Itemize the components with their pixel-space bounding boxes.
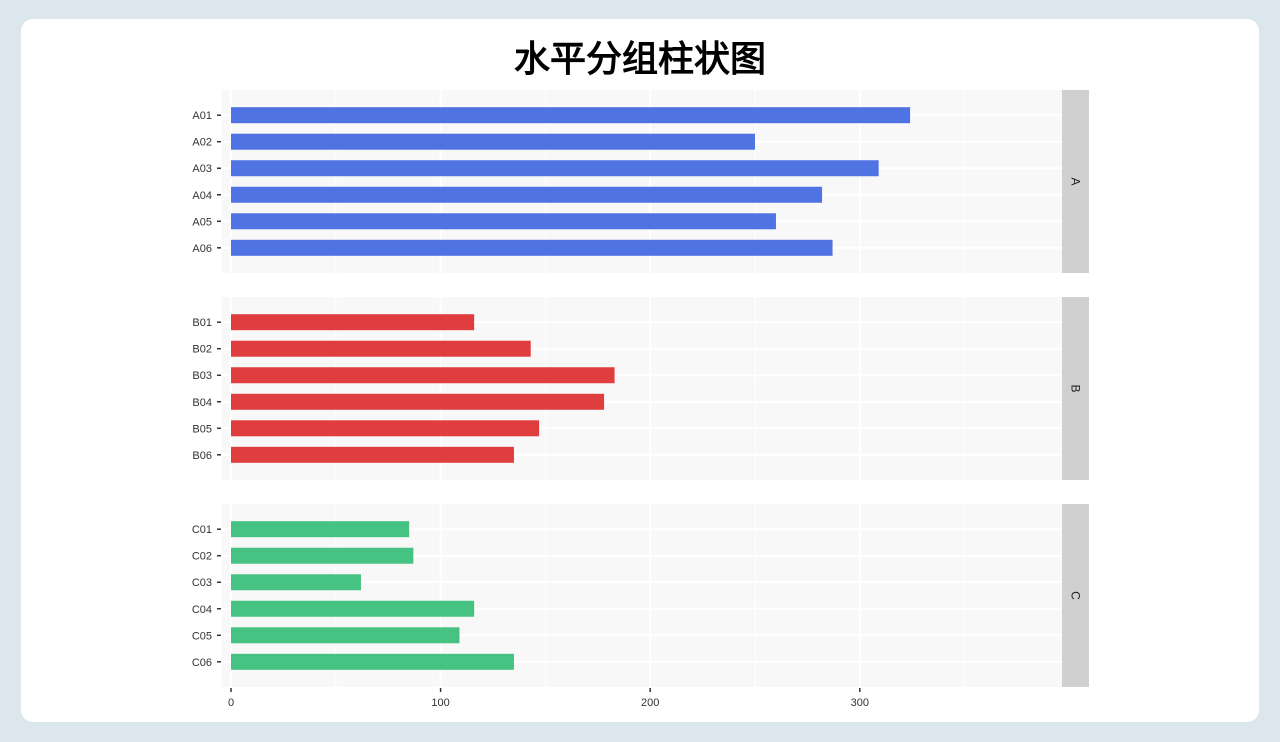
y-tick-label: A01	[192, 110, 212, 122]
y-tick-label: B05	[192, 423, 212, 435]
x-tick-label: 300	[851, 697, 869, 709]
y-tick-label: B06	[192, 450, 212, 462]
bar-a03	[231, 160, 879, 177]
y-tick-label: C05	[192, 630, 212, 642]
bar-b06	[231, 446, 514, 463]
bar-b05	[231, 420, 540, 437]
bar-c03	[231, 574, 361, 591]
y-tick-label: B02	[192, 344, 212, 356]
y-tick-label: B03	[192, 370, 212, 382]
y-tick-label: A02	[192, 137, 212, 149]
facet-strip-c	[1062, 504, 1089, 687]
y-tick-label: C03	[192, 577, 212, 589]
y-tick-label: A05	[192, 216, 212, 228]
facet-strip-label-c: C	[1069, 591, 1083, 600]
bar-a02	[231, 133, 755, 150]
y-tick-label: A06	[192, 243, 212, 255]
bar-c04	[231, 600, 475, 617]
y-tick-label: C06	[192, 657, 212, 669]
bar-c01	[231, 521, 410, 538]
bar-c06	[231, 653, 514, 670]
bar-b03	[231, 367, 615, 384]
bar-a06	[231, 239, 833, 256]
y-tick-label: A03	[192, 163, 212, 175]
bar-b02	[231, 340, 531, 357]
y-tick-label: C01	[192, 524, 212, 536]
x-tick-label: 200	[641, 697, 659, 709]
chart-title: 水平分组柱状图	[513, 39, 766, 80]
bar-b01	[231, 314, 475, 331]
y-tick-label: C02	[192, 551, 212, 563]
bar-a01	[231, 107, 911, 124]
x-tick-label: 0	[228, 697, 234, 709]
facet-strip-b	[1062, 297, 1089, 480]
facet-strip-label-a: A	[1069, 177, 1083, 185]
y-tick-label: C04	[192, 604, 212, 616]
bar-b04	[231, 393, 605, 410]
y-tick-label: B04	[192, 397, 212, 409]
facet-strip-a	[1062, 90, 1089, 273]
bar-c02	[231, 547, 414, 564]
facet-strip-label-b: B	[1069, 384, 1083, 392]
bar-a04	[231, 186, 823, 203]
bar-c05	[231, 627, 460, 644]
y-tick-label: A04	[192, 190, 212, 202]
y-tick-label: B01	[192, 317, 212, 329]
bar-a05	[231, 213, 776, 230]
x-tick-label: 100	[431, 697, 449, 709]
